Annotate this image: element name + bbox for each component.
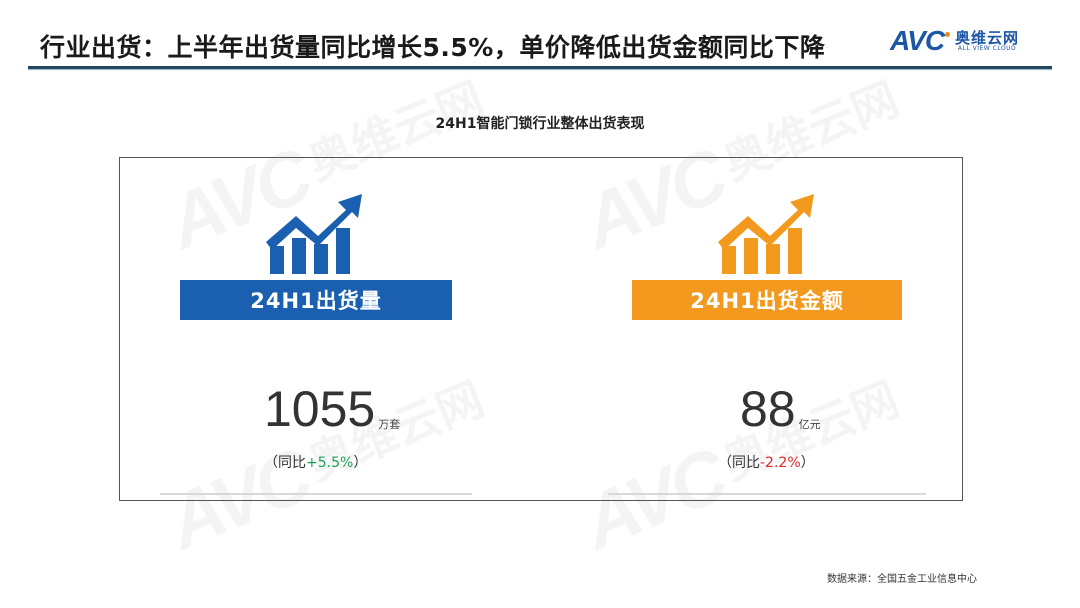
growth-chart-icon: [266, 194, 362, 274]
metrics-panel: 24H1出货量 1055 万套 （同比+5.5%） 24H1出货金额 88 亿元: [119, 157, 963, 501]
metric-label: 24H1出货金额: [632, 280, 902, 320]
data-source-note: 数据来源：全国五金工业信息中心: [827, 574, 977, 585]
metric-shipment-volume: 24H1出货量 1055 万套 （同比+5.5%）: [120, 158, 540, 500]
metric-unit: 亿元: [798, 418, 821, 431]
brand-dot-icon: [945, 31, 951, 37]
section-heading: 24H1智能门锁行业整体出货表现: [435, 116, 645, 132]
metric-unit: 万套: [378, 418, 401, 431]
brand-logo: AVC 奥维云网 ALL VIEW CLOUD: [890, 24, 1054, 58]
metric-divider: [160, 493, 472, 495]
slide-title: 行业出货：上半年出货量同比增长5.5%，单价降低出货金额同比下降: [40, 33, 826, 62]
brand-name-en: ALL VIEW CLOUD: [957, 45, 1017, 53]
metric-divider: [608, 493, 926, 495]
title-divider: [28, 66, 1052, 69]
metric-value: 88: [740, 381, 796, 437]
growth-chart-icon: [718, 194, 814, 274]
metric-shipment-value: 24H1出货金额 88 亿元 （同比-2.2%）: [542, 158, 962, 500]
metric-label: 24H1出货量: [180, 280, 452, 320]
brand-name-cn: 奥维云网: [955, 28, 1020, 47]
brand-mark: AVC: [890, 25, 945, 56]
yoy-change: （同比-2.2%）: [718, 455, 815, 471]
yoy-change: （同比+5.5%）: [264, 455, 368, 471]
yoy-value: -2.2%: [760, 455, 801, 471]
yoy-value: +5.5%: [306, 455, 354, 471]
metric-value: 1055: [264, 381, 376, 437]
